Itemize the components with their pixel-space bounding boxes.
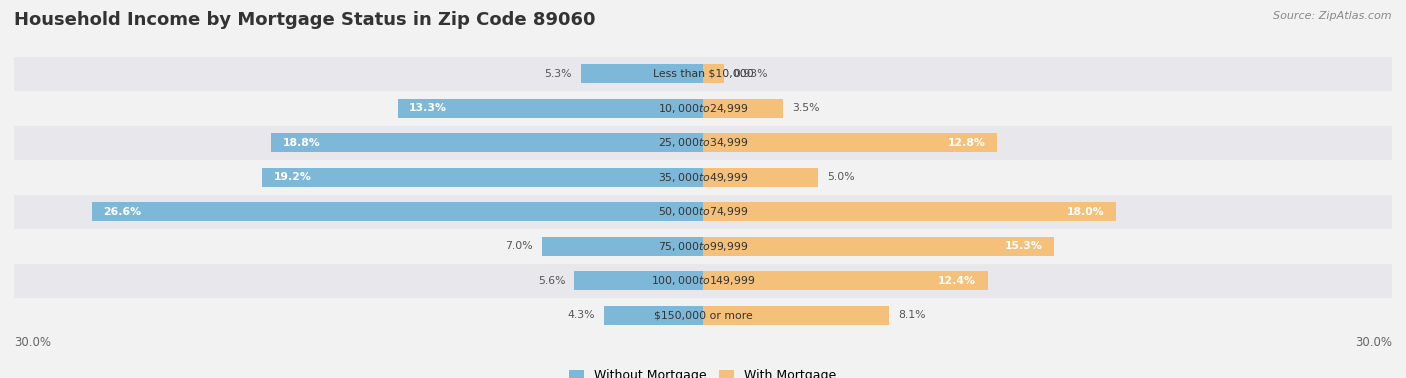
Bar — [14, 91, 1392, 125]
Text: 13.3%: 13.3% — [409, 104, 447, 113]
Text: $10,000 to $24,999: $10,000 to $24,999 — [658, 102, 748, 115]
Text: Source: ZipAtlas.com: Source: ZipAtlas.com — [1274, 11, 1392, 21]
Bar — [605, 306, 703, 325]
Text: 0.93%: 0.93% — [734, 69, 768, 79]
Bar — [575, 271, 703, 290]
Bar — [543, 237, 703, 256]
Bar — [703, 168, 818, 187]
Bar — [703, 203, 1116, 222]
Text: 12.4%: 12.4% — [938, 276, 976, 286]
Text: $50,000 to $74,999: $50,000 to $74,999 — [658, 205, 748, 218]
Text: Household Income by Mortgage Status in Zip Code 89060: Household Income by Mortgage Status in Z… — [14, 11, 596, 29]
Text: 5.0%: 5.0% — [827, 172, 855, 183]
Bar — [14, 125, 1392, 160]
Text: 7.0%: 7.0% — [505, 242, 533, 251]
Bar — [14, 160, 1392, 195]
Bar — [703, 271, 988, 290]
Bar — [581, 65, 703, 84]
Legend: Without Mortgage, With Mortgage: Without Mortgage, With Mortgage — [564, 364, 842, 378]
Bar — [703, 99, 783, 118]
Bar — [14, 264, 1392, 298]
Text: 5.6%: 5.6% — [537, 276, 565, 286]
Text: 4.3%: 4.3% — [568, 310, 595, 321]
Text: $100,000 to $149,999: $100,000 to $149,999 — [651, 274, 755, 287]
Text: 5.3%: 5.3% — [544, 69, 572, 79]
Bar — [271, 133, 703, 152]
Bar — [14, 229, 1392, 264]
Text: 26.6%: 26.6% — [104, 207, 142, 217]
Bar — [703, 65, 724, 84]
Bar — [703, 237, 1054, 256]
Text: 19.2%: 19.2% — [274, 172, 312, 183]
Text: 15.3%: 15.3% — [1005, 242, 1043, 251]
Bar — [398, 99, 703, 118]
Bar — [14, 57, 1392, 91]
Bar — [93, 203, 703, 222]
Bar — [703, 133, 997, 152]
Bar — [703, 306, 889, 325]
Text: 30.0%: 30.0% — [1355, 336, 1392, 349]
Text: Less than $10,000: Less than $10,000 — [652, 69, 754, 79]
Text: $35,000 to $49,999: $35,000 to $49,999 — [658, 171, 748, 184]
Text: 30.0%: 30.0% — [14, 336, 51, 349]
Bar — [14, 195, 1392, 229]
Text: $75,000 to $99,999: $75,000 to $99,999 — [658, 240, 748, 253]
Text: 18.8%: 18.8% — [283, 138, 321, 148]
Text: 3.5%: 3.5% — [793, 104, 820, 113]
Text: $150,000 or more: $150,000 or more — [654, 310, 752, 321]
Text: $25,000 to $34,999: $25,000 to $34,999 — [658, 136, 748, 149]
Bar — [262, 168, 703, 187]
Text: 18.0%: 18.0% — [1067, 207, 1105, 217]
Text: 12.8%: 12.8% — [948, 138, 986, 148]
Bar — [14, 298, 1392, 333]
Text: 8.1%: 8.1% — [898, 310, 925, 321]
